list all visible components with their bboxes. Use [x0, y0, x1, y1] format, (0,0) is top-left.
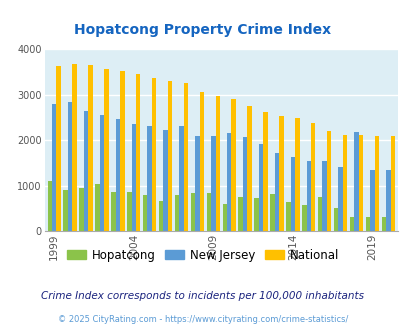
Bar [151, 78, 156, 231]
Bar [131, 124, 136, 231]
Bar [254, 198, 258, 231]
Bar [136, 75, 140, 231]
Bar [143, 195, 147, 231]
Bar [190, 193, 195, 231]
Bar [95, 184, 100, 231]
Bar [56, 66, 61, 231]
Bar [317, 197, 322, 231]
Bar [270, 194, 274, 231]
Bar [167, 81, 172, 231]
Bar [301, 205, 306, 231]
Bar [79, 188, 83, 231]
Bar [199, 92, 204, 231]
Bar [115, 119, 120, 231]
Bar [258, 144, 262, 231]
Bar [211, 136, 215, 231]
Bar [342, 135, 346, 231]
Bar [104, 69, 109, 231]
Bar [100, 115, 104, 231]
Bar [337, 167, 342, 231]
Bar [158, 201, 163, 231]
Bar [231, 98, 235, 231]
Bar [247, 106, 251, 231]
Bar [381, 217, 385, 231]
Bar [163, 130, 167, 231]
Legend: Hopatcong, New Jersey, National: Hopatcong, New Jersey, National [62, 244, 343, 266]
Bar [310, 122, 315, 231]
Bar [290, 157, 294, 231]
Bar [385, 170, 390, 231]
Bar [63, 190, 68, 231]
Bar [349, 217, 354, 231]
Bar [183, 83, 188, 231]
Bar [306, 161, 310, 231]
Bar [242, 137, 247, 231]
Bar [68, 102, 72, 231]
Bar [294, 118, 299, 231]
Bar [179, 126, 183, 231]
Bar [206, 193, 211, 231]
Bar [286, 202, 290, 231]
Bar [262, 112, 267, 231]
Bar [52, 104, 56, 231]
Bar [374, 136, 378, 231]
Text: Hopatcong Property Crime Index: Hopatcong Property Crime Index [74, 23, 331, 37]
Bar [120, 71, 124, 231]
Bar [279, 116, 283, 231]
Bar [390, 136, 394, 231]
Bar [47, 181, 52, 231]
Bar [322, 161, 326, 231]
Bar [127, 191, 131, 231]
Bar [358, 135, 362, 231]
Bar [175, 195, 179, 231]
Text: © 2025 CityRating.com - https://www.cityrating.com/crime-statistics/: © 2025 CityRating.com - https://www.city… [58, 315, 347, 324]
Bar [88, 65, 92, 231]
Bar [333, 208, 337, 231]
Bar [147, 126, 151, 231]
Bar [83, 111, 88, 231]
Bar [274, 153, 279, 231]
Bar [226, 133, 231, 231]
Bar [72, 64, 77, 231]
Bar [238, 197, 242, 231]
Bar [369, 170, 374, 231]
Bar [195, 136, 199, 231]
Bar [354, 132, 358, 231]
Text: Crime Index corresponds to incidents per 100,000 inhabitants: Crime Index corresponds to incidents per… [41, 291, 364, 301]
Bar [326, 131, 330, 231]
Bar [222, 204, 226, 231]
Bar [365, 217, 369, 231]
Bar [111, 192, 115, 231]
Bar [215, 96, 220, 231]
